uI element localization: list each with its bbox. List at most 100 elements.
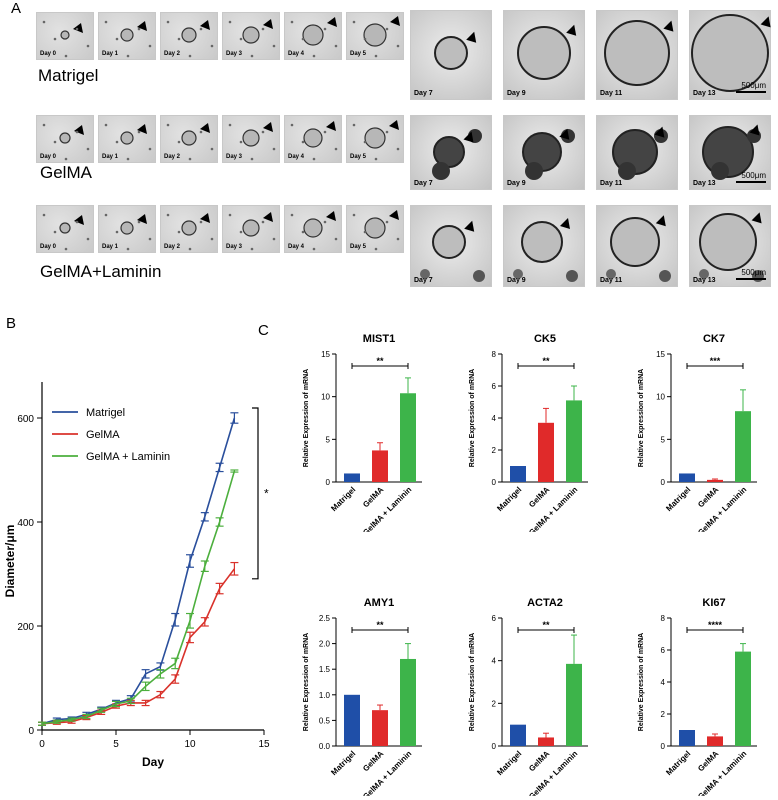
x-tick-label: Matrigel (664, 749, 692, 777)
micrograph-drawing (104, 20, 152, 58)
debris-dot (352, 123, 356, 127)
micrograph-drawing (42, 20, 90, 58)
organoid-shape (473, 270, 485, 282)
row-label-0: Matrigel (38, 66, 99, 85)
day-label: Day 3 (226, 154, 243, 160)
debris-dot (228, 123, 232, 127)
debris-dot (42, 20, 46, 24)
y-tick-label: 2 (492, 446, 497, 455)
y-tick-label: 10 (656, 393, 665, 402)
bar (735, 651, 751, 746)
debris-dot (137, 130, 141, 134)
debris-dot (272, 237, 276, 241)
day-label: Day 7 (414, 90, 433, 97)
debris-dot (374, 157, 378, 161)
bar (707, 479, 723, 482)
arrowhead-marker (663, 20, 674, 32)
micrograph-tile-large: Day 7 (410, 205, 492, 287)
chart-title: CK7 (703, 333, 725, 345)
chart-title: CK5 (534, 333, 556, 345)
x-tick-label: Matrigel (329, 485, 357, 513)
micrograph-drawing (522, 128, 575, 180)
y-tick-label: 1.0 (319, 691, 331, 700)
x-tick-label: GelMA + Laminin (361, 749, 413, 796)
y-tick-label: 0 (661, 478, 666, 487)
micrograph-drawing (352, 210, 400, 251)
bar (566, 400, 582, 482)
y-tick-label: 5 (326, 435, 331, 444)
series-line-1 (41, 568, 236, 725)
debris-dot (115, 230, 119, 234)
debris-dot (290, 123, 294, 127)
day-label: Day 5 (350, 154, 367, 160)
organoid-shape (618, 162, 636, 180)
arrowhead-marker (326, 211, 336, 221)
legend-label: GelMA + Laminin (86, 451, 170, 463)
legend-label: Matrigel (86, 407, 125, 419)
micrograph-tile: Day 5 (346, 205, 404, 253)
y-tick-label: 2 (661, 710, 666, 719)
y-tick-label: 0 (326, 478, 331, 487)
debris-dot (334, 237, 338, 241)
debris-dot (290, 20, 294, 24)
row-label-2: GelMA+Laminin (40, 262, 162, 281)
x-tick-label: 10 (184, 739, 196, 750)
debris-dot (334, 147, 338, 151)
debris-dot (312, 54, 316, 58)
y-tick-label: 6 (492, 382, 497, 391)
debris-dot (210, 44, 214, 48)
day-label: Day 1 (102, 244, 119, 250)
x-tick-label: GelMA + Laminin (527, 749, 579, 796)
x-tick-label: Matrigel (495, 749, 523, 777)
x-tick-label: GelMA + Laminin (696, 485, 748, 532)
significance-label: ** (376, 620, 384, 630)
organoid-shape (120, 221, 134, 235)
micrograph-tile: Day 0 (36, 115, 94, 163)
day-label: Day 3 (226, 244, 243, 250)
debris-dot (42, 213, 46, 217)
micrograph-drawing (604, 20, 674, 86)
micrograph-tile-large: Day 11 (596, 205, 678, 287)
y-tick-label: 0.0 (319, 742, 331, 751)
bar (510, 724, 526, 746)
micrograph-tile: Day 0 (36, 205, 94, 253)
y-axis-label: Relative Expression of mRNA (469, 369, 476, 467)
debris-dot (199, 220, 203, 224)
bar-chart-ck7: CK7 0 5 10 15 Relative Expression of mRNA Matr… (638, 333, 757, 532)
organoid-shape (364, 127, 386, 149)
micrograph-tile-large: Day 13 500μm (689, 115, 771, 190)
day-label: Day 4 (288, 244, 305, 250)
day-label: Day 1 (102, 51, 119, 57)
panel-a-letter: A (11, 0, 22, 17)
chart-title: ACTA2 (527, 597, 563, 609)
micrograph-drawing (42, 213, 90, 251)
debris-dot (166, 20, 170, 24)
debris-dot (396, 147, 400, 151)
debris-dot (115, 140, 119, 144)
y-axis-label: Relative Expression of mRNA (303, 633, 310, 731)
debris-dot (188, 247, 192, 251)
debris-dot (261, 220, 265, 224)
arrowhead-marker (73, 23, 83, 33)
y-tick-label: 0 (492, 478, 497, 487)
organoid-shape (59, 132, 71, 144)
debris-dot (239, 37, 243, 41)
micrograph-tile: Day 4 (284, 115, 342, 163)
micrograph-tile: Day 4 (284, 205, 342, 253)
organoid-shape (604, 20, 670, 86)
bar (372, 710, 388, 746)
day-label: Day 3 (226, 51, 243, 57)
debris-dot (385, 27, 389, 31)
y-tick-label: 10 (321, 393, 330, 402)
debris-dot (64, 247, 68, 251)
y-tick-label: 4 (492, 414, 497, 423)
arrowhead-marker (464, 220, 475, 232)
micrograph-tile-large: Day 13 500μm (689, 10, 771, 100)
debris-dot (228, 20, 232, 24)
x-tick-label: GelMA + Laminin (527, 485, 579, 532)
bar (510, 466, 526, 482)
bar (538, 737, 554, 746)
y-axis-label: Relative Expression of mRNA (303, 369, 310, 467)
debris-dot (374, 54, 378, 58)
debris-dot (312, 157, 316, 161)
